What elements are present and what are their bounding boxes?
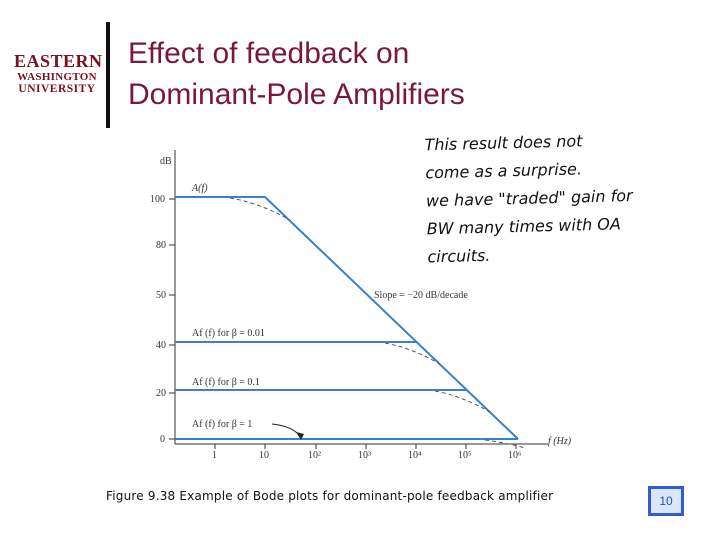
beta-1-label: Af (f) for β = 1 bbox=[192, 419, 252, 430]
x-ticks: 1 10 10² 10³ 10⁴ 10⁵ 10⁶ bbox=[212, 444, 522, 461]
y-unit-label: dB bbox=[160, 156, 172, 167]
asymptote-lines bbox=[175, 196, 519, 440]
x-tick-1e3: 10³ bbox=[358, 450, 371, 461]
y-tick-0: 0 bbox=[160, 434, 165, 445]
open-loop-label: A(f) bbox=[191, 183, 208, 194]
open-loop-asymptote bbox=[175, 196, 519, 440]
logo-line-university: UNIVERSITY bbox=[18, 83, 96, 95]
y-tick-20: 20 bbox=[156, 388, 166, 399]
handwritten-note: This result does not come as a surprise.… bbox=[424, 125, 688, 272]
slide-title: Effect of feedback on Dominant-Pole Ampl… bbox=[128, 33, 465, 115]
x-tick-1e4: 10⁴ bbox=[408, 450, 422, 461]
y-tick-40: 40 bbox=[156, 340, 166, 351]
x-tick-1e2: 10² bbox=[308, 450, 321, 461]
y-tick-50: 50 bbox=[156, 290, 166, 301]
y-tick-100: 100 bbox=[150, 194, 165, 205]
university-logo: EASTERN WASHINGTON UNIVERSITY bbox=[14, 51, 103, 96]
x-tick-1: 1 bbox=[212, 450, 217, 461]
x-tick-10: 10 bbox=[259, 450, 269, 461]
beta-1-curve bbox=[484, 439, 526, 449]
slide-title-line-2: Dominant-Pole Amplifiers bbox=[128, 78, 465, 111]
beta-01-label: Af (f) for β = 0.1 bbox=[192, 377, 260, 388]
beta-1-pointer-arrow bbox=[271, 423, 301, 437]
actual-response-curves bbox=[229, 197, 526, 449]
y-tick-80: 80 bbox=[156, 240, 166, 251]
logo-line-eastern: EASTERN bbox=[14, 51, 103, 71]
beta-001-label: Af (f) for β = 0.01 bbox=[192, 328, 265, 339]
title-divider bbox=[106, 22, 110, 128]
beta-1-arrowhead bbox=[296, 432, 304, 440]
beta-01-curve bbox=[434, 390, 491, 413]
figure-caption: Figure 9.38 Example of Bode plots for do… bbox=[106, 489, 554, 503]
slope-label: Slope = −20 dB/decade bbox=[374, 290, 468, 301]
slide-title-line-1: Effect of feedback on bbox=[128, 37, 410, 70]
logo-line-washington: WASHINGTON bbox=[17, 71, 97, 83]
beta-001-curve bbox=[384, 342, 441, 365]
x-tick-1e5: 10⁵ bbox=[458, 450, 472, 461]
x-axis-label: f (Hz) bbox=[548, 436, 572, 447]
page-number: 10 bbox=[648, 486, 684, 516]
y-ticks: 100 80 50 40 20 0 bbox=[150, 194, 175, 445]
open-loop-curve bbox=[229, 197, 291, 221]
x-tick-1e6: 10⁶ bbox=[508, 450, 522, 461]
